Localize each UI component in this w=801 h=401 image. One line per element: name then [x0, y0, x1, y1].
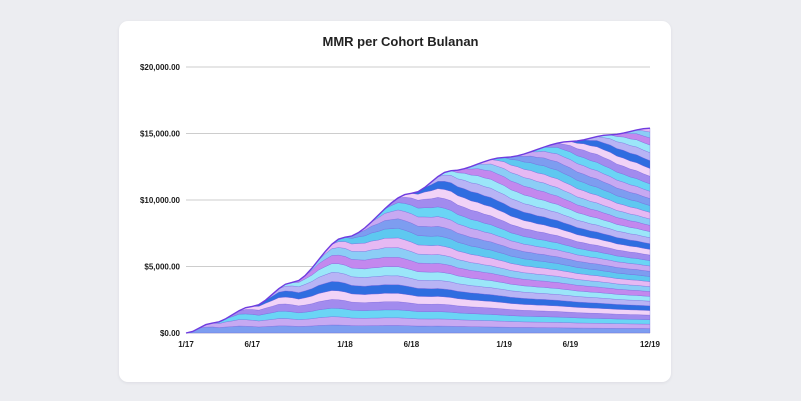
x-tick-label: 6/18	[404, 340, 420, 349]
chart-title: MMR per Cohort Bulanan	[322, 34, 479, 49]
x-tick-label: 1/19	[496, 340, 512, 349]
x-tick-label: 1/17	[178, 340, 194, 349]
y-tick-label: $10,000.00	[140, 196, 181, 205]
y-tick-label: $0.00	[160, 329, 181, 338]
y-axis-labels: $0.00 $5,000.00 $10,000.00 $15,000.00 $20,00…	[140, 63, 181, 338]
x-tick-label: 6/17	[244, 340, 260, 349]
y-tick-label: $5,000.00	[144, 263, 180, 272]
x-tick-label: 12/19	[640, 340, 661, 349]
x-axis-labels: 1/17 6/17 1/18 6/18 1/19 6/19 12/19	[178, 340, 660, 349]
cohort-areas	[185, 127, 651, 334]
y-tick-label: $15,000.00	[140, 130, 181, 139]
total-line	[185, 127, 651, 334]
x-tick-label: 1/18	[337, 340, 353, 349]
y-tick-label: $20,000.00	[140, 63, 181, 72]
x-tick-label: 6/19	[563, 340, 579, 349]
